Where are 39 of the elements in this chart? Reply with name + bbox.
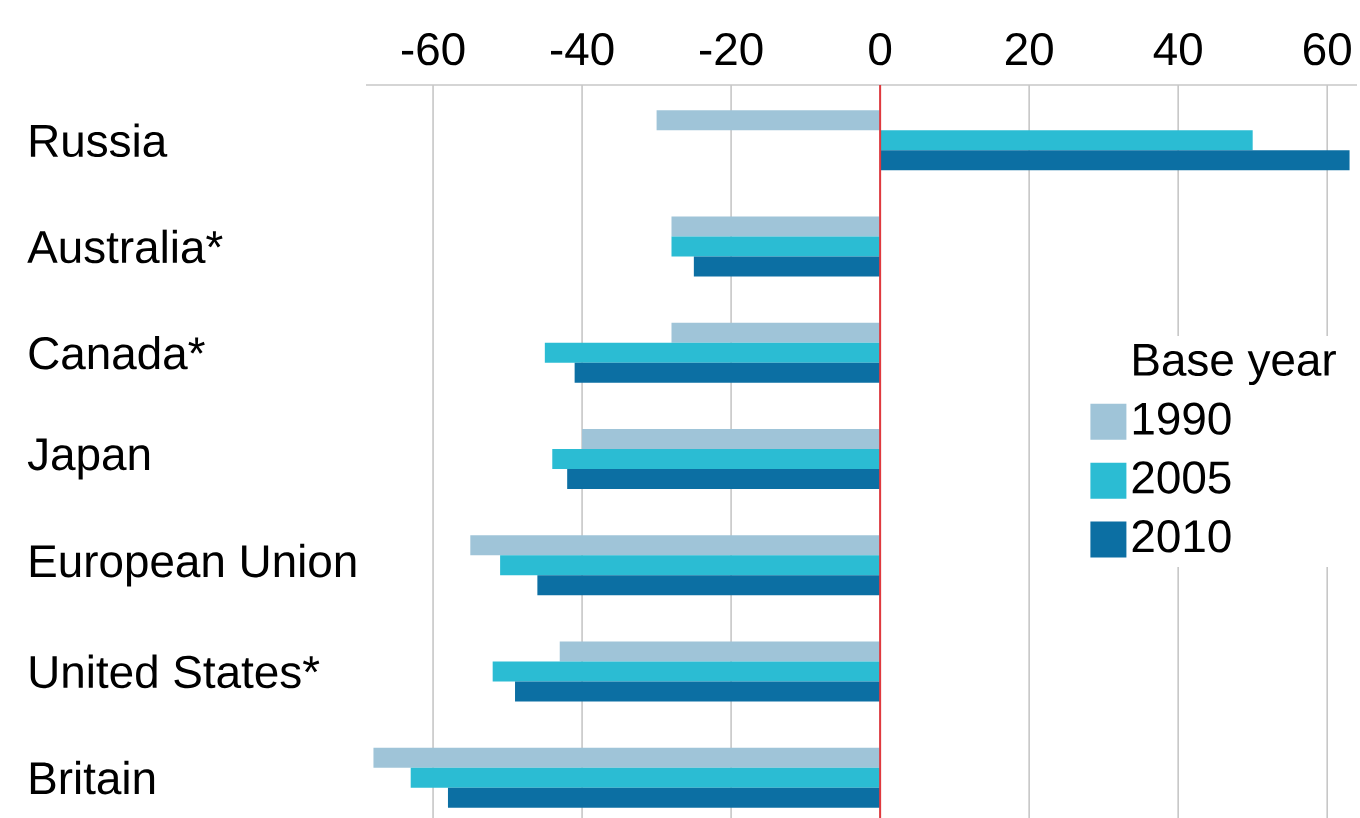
y-tick-label: United States* [30,654,320,689]
y-tick-label: Britain [30,760,155,795]
bar [470,535,881,556]
y-tick-label: Japan [27,438,150,480]
y-tick-label: European Union [30,543,356,587]
x-tick-label: -60 [401,32,465,66]
bar [537,575,881,596]
bar [656,110,881,131]
x-tick-label: 60 [1304,32,1351,66]
bar [559,641,881,662]
x-tick-label: 0 [869,32,892,66]
bar [515,681,881,702]
bar [671,216,881,237]
bar [500,555,881,576]
legend-title: Base year [1134,344,1336,386]
x-tick-label: 40 [1153,32,1202,66]
bar [880,130,1253,151]
bar [544,342,881,363]
y-tick-label: Australia* [27,229,223,264]
x-tick-label: 20 [1005,32,1053,66]
legend-label: 2005 [1132,461,1231,494]
bar [582,428,881,449]
bar [671,236,881,257]
bar [447,787,881,808]
bar [552,448,881,469]
x-tick-label: -40 [551,32,614,66]
x-tick-label: -20 [700,32,763,66]
bar [574,362,881,383]
y-tick-label: Canada* [29,335,205,370]
bar [410,767,881,788]
bar [373,747,881,768]
bar [492,661,881,682]
legend-label: 1990 [1133,402,1231,435]
legend-label: 2010 [1132,520,1231,553]
bar [671,322,881,343]
bar [567,468,881,489]
bar [693,256,881,277]
y-tick-label: Russia [30,123,168,158]
bar [880,150,1350,171]
